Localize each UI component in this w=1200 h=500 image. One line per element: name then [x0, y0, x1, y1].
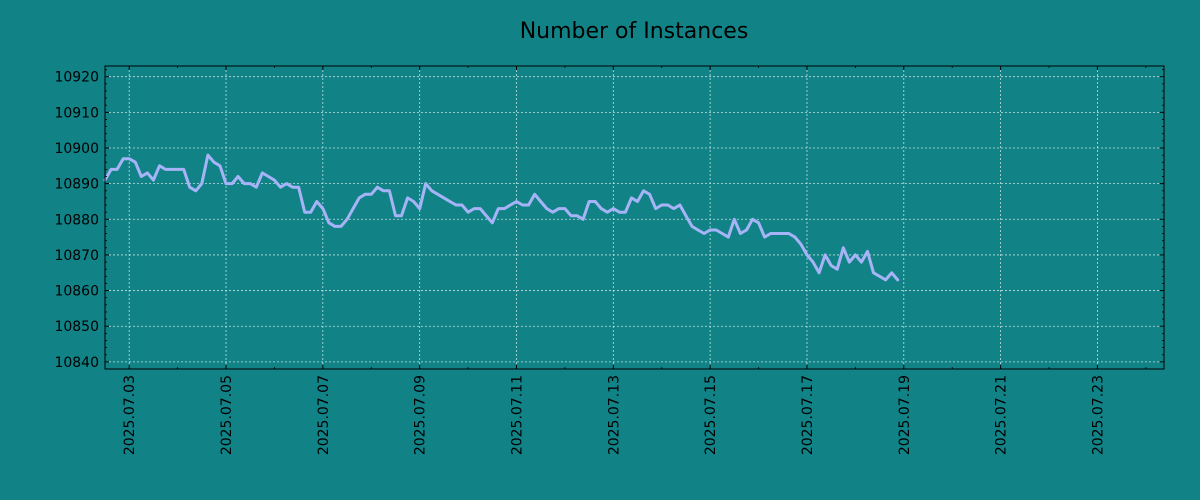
- y-tick-label: 10860: [54, 284, 99, 300]
- y-tick-label: 10910: [54, 105, 99, 121]
- series-layer: [103, 153, 900, 282]
- x-tick-label: 2025.07.23: [1090, 375, 1106, 455]
- chart-title: Number of Instances: [520, 19, 749, 44]
- x-tick-label: 2025.07.11: [509, 375, 525, 455]
- x-tick-label: 2025.07.15: [703, 375, 719, 455]
- grid: [105, 66, 1164, 369]
- x-tick-label: 2025.07.19: [897, 375, 913, 455]
- y-tick-label: 10890: [54, 177, 99, 193]
- plot-frame: [104, 65, 1165, 370]
- x-tick-label: 2025.07.13: [606, 375, 622, 455]
- x-tick-label: 2025.07.03: [122, 375, 138, 455]
- series-line: [103, 153, 900, 282]
- y-tick-label: 10900: [54, 141, 99, 157]
- y-tick-label: 10850: [54, 319, 99, 335]
- y-tick-label: 10920: [54, 70, 99, 86]
- x-tick-label: 2025.07.09: [413, 375, 429, 455]
- x-tick-label: 2025.07.05: [219, 375, 235, 455]
- x-tick-label: 2025.07.21: [994, 375, 1010, 455]
- x-tick-label: 2025.07.07: [316, 375, 332, 455]
- y-tick-label: 10880: [54, 212, 99, 228]
- y-tick-label: 10840: [54, 355, 99, 371]
- x-tick-label: 2025.07.17: [800, 375, 816, 455]
- ticks: [105, 66, 1164, 370]
- tick-labels: 10840 10850 10860 10870 10880 10890 10900 10910…: [54, 70, 1106, 455]
- y-tick-label: 10870: [54, 248, 99, 264]
